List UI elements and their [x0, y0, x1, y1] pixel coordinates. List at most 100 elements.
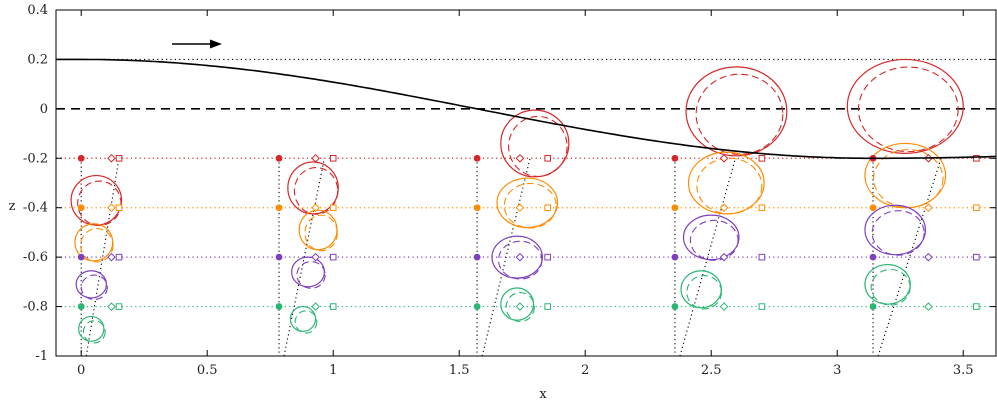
x-tick-label-4: 2 — [581, 363, 589, 378]
x-tick-label-7: 3.5 — [953, 363, 974, 378]
rest-position-marker-2-0 — [473, 154, 481, 162]
square-marker-0-2 — [115, 253, 123, 261]
orbit-solid-2 — [75, 270, 108, 299]
orbit-solid-12 — [685, 66, 788, 157]
x-tick-label-6: 3 — [833, 363, 841, 378]
orbit-dashed-0 — [77, 180, 122, 227]
rest-position-marker-3-2 — [671, 253, 679, 261]
rest-position-marker-3-0 — [671, 154, 679, 162]
square-marker-4-2 — [973, 253, 980, 261]
square-marker-3-1 — [758, 204, 766, 212]
orbit-solid-0 — [70, 174, 123, 226]
y-tick-label-4: -0.2 — [23, 151, 48, 166]
square-marker-0-1 — [115, 204, 123, 212]
diamond-marker-1-1 — [311, 203, 320, 213]
x-axis-label: x — [539, 387, 547, 402]
rest-position-marker-0-2 — [77, 253, 85, 261]
square-marker-3-3 — [758, 303, 766, 310]
square-marker-4-3 — [973, 303, 980, 310]
orbit-dashed-5 — [304, 214, 338, 252]
y-axis-label: z — [9, 199, 16, 214]
y-tick-label-1: -0.8 — [23, 300, 48, 315]
orbit-dashed-2 — [80, 274, 108, 301]
orbit-solid-17 — [864, 142, 947, 209]
rest-position-marker-1-1 — [275, 204, 283, 212]
square-marker-1-1 — [329, 204, 337, 212]
diamond-marker-2-3 — [515, 302, 525, 311]
rest-position-marker-3-3 — [671, 303, 679, 310]
diamond-marker-2-2 — [515, 252, 525, 262]
rest-position-marker-3-1 — [671, 204, 679, 212]
diamond-marker-1-3 — [311, 302, 320, 311]
rest-position-marker-2-1 — [473, 204, 481, 212]
diamond-marker-0-3 — [107, 302, 116, 311]
diamond-marker-2-1 — [515, 203, 525, 213]
orbit-dashed-16 — [857, 66, 959, 153]
orbit-dashed-15 — [686, 275, 723, 310]
rest-position-marker-1-2 — [275, 253, 283, 261]
square-marker-2-2 — [544, 253, 551, 261]
orbit-dashed-8 — [508, 115, 568, 178]
square-marker-1-3 — [329, 303, 337, 310]
orbit-dashed-11 — [505, 292, 535, 323]
rest-position-marker-0-3 — [77, 303, 85, 310]
direction-arrow-head — [210, 39, 222, 49]
diamond-marker-1-0 — [311, 153, 320, 163]
y-tick-label-6: 0.2 — [27, 52, 48, 67]
orbit-solid-3 — [78, 315, 105, 342]
orbit-dashed-7 — [294, 310, 318, 334]
orbit-dashed-19 — [870, 268, 911, 306]
diamond-marker-0-2 — [107, 252, 116, 262]
rest-position-marker-2-3 — [473, 303, 481, 310]
orbit-dashed-10 — [497, 240, 543, 280]
orbit-dashed-9 — [503, 182, 557, 229]
square-marker-2-1 — [544, 204, 551, 212]
orbit-solid-13 — [687, 151, 765, 215]
square-marker-3-2 — [758, 253, 766, 261]
square-marker-1-2 — [329, 253, 337, 261]
diamond-marker-1-2 — [311, 252, 320, 262]
x-tick-label-2: 1 — [329, 363, 337, 378]
orbit-dashed-4 — [293, 167, 339, 215]
diamond-marker-3-1 — [719, 203, 729, 213]
y-tick-label-5: 0 — [40, 102, 48, 117]
station-tilted-guide-3 — [679, 158, 736, 356]
diamond-marker-0-1 — [107, 203, 116, 213]
orbit-solid-10 — [491, 235, 543, 279]
diamond-marker-4-1 — [924, 203, 933, 213]
orbit-solid-16 — [846, 58, 964, 154]
square-marker-2-3 — [544, 303, 551, 310]
diamond-marker-3-2 — [719, 252, 729, 262]
rest-position-marker-1-3 — [275, 303, 283, 310]
orbit-dashed-13 — [696, 157, 763, 215]
square-marker-4-0 — [973, 154, 980, 162]
orbit-solid-18 — [864, 204, 927, 256]
axes: 0 0.5 1 1.5 2 2.5 3 3.5 -1 -0.8 -0.6 -0.4 -0.2 0 0.2 0.… — [23, 3, 997, 378]
diamond-marker-3-3 — [719, 302, 729, 311]
y-tick-label-0: -1 — [35, 349, 48, 364]
square-marker-4-1 — [973, 204, 980, 212]
axes-frame — [55, 9, 997, 357]
orbit-dashed-14 — [689, 219, 739, 261]
x-tick-label-5: 2.5 — [701, 363, 722, 378]
orbit-solid-7 — [289, 305, 317, 332]
diamond-marker-2-0 — [515, 153, 525, 163]
y-tick-label-3: -0.4 — [23, 201, 48, 216]
rest-position-marker-4-2 — [869, 253, 877, 261]
orbit-dashed-3 — [82, 320, 106, 344]
orbit-solid-14 — [682, 214, 740, 261]
orbit-dashed-1 — [80, 228, 114, 263]
x-tick-label-3: 1.5 — [449, 363, 470, 378]
diamond-marker-0-0 — [107, 153, 116, 163]
rest-position-marker-4-3 — [869, 303, 877, 310]
orbit-dashed-12 — [695, 73, 784, 155]
square-marker-0-3 — [115, 303, 123, 310]
square-marker-0-0 — [115, 154, 123, 162]
station-tilted-guide-2 — [481, 158, 531, 356]
station-tilted-guide-4 — [877, 158, 942, 356]
x-tick-label-1: 0.5 — [197, 363, 218, 378]
rest-position-marker-4-1 — [869, 204, 877, 212]
y-tick-label-2: -0.6 — [23, 250, 48, 265]
orbit-solid-9 — [496, 177, 559, 229]
